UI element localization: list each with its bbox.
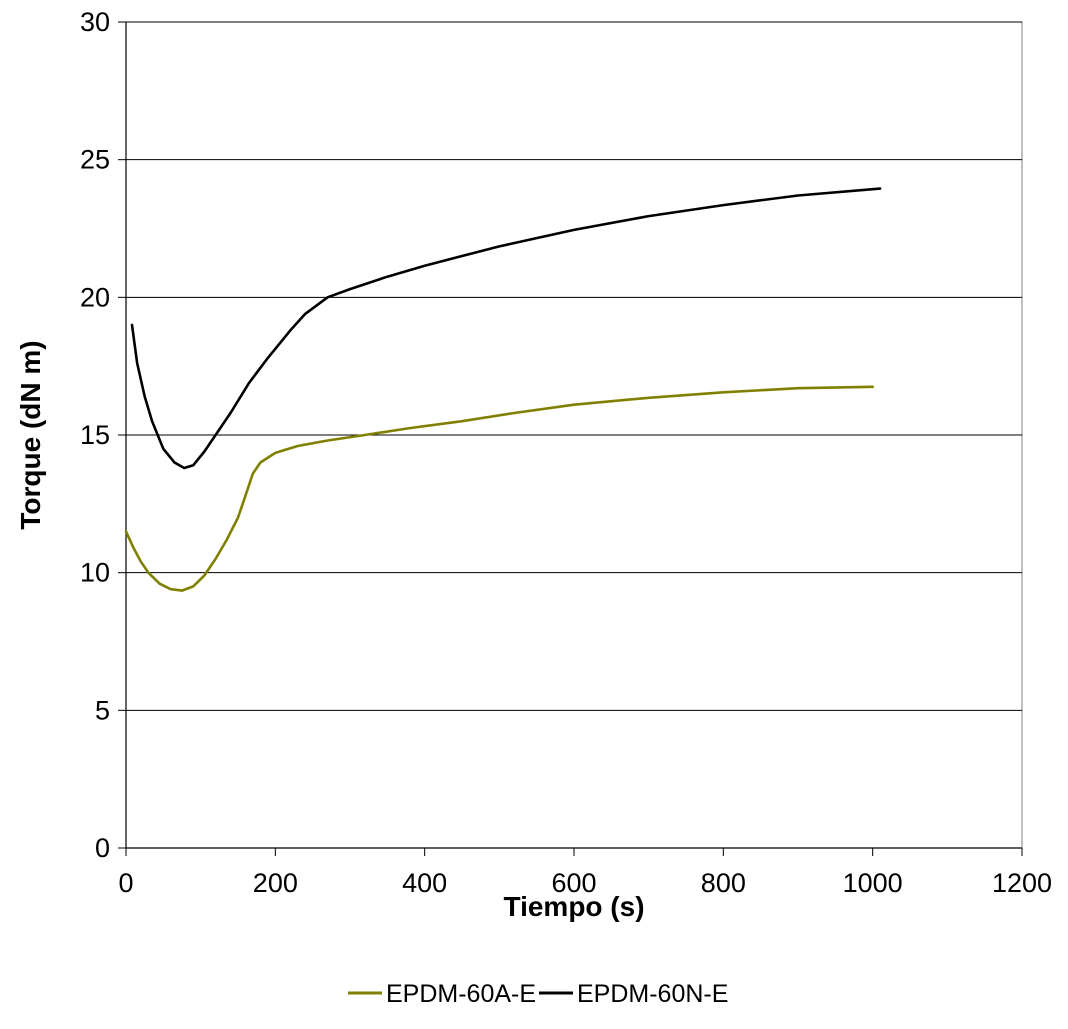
x-tick-label-600: 600 [551, 868, 596, 898]
y-tick-label-0: 0 [95, 833, 110, 863]
y-tick-labels: 0 5 10 15 20 25 30 [80, 7, 110, 863]
x-axis-title: Tiempo (s) [503, 891, 644, 922]
legend-label-epdm-60a-e: EPDM-60A-E [386, 980, 536, 1008]
axes [118, 21, 1023, 856]
y-tick-label-30: 30 [80, 7, 110, 37]
x-tick-labels: 0 200 400 600 800 1000 1200 [118, 868, 1052, 898]
series-line-epdm-60n-e [130, 187, 882, 470]
y-tick-label-25: 25 [80, 145, 110, 175]
legend-label-epdm-60n-e: EPDM-60N-E [577, 980, 728, 1008]
legend: EPDM-60A-E EPDM-60N-E [348, 980, 728, 1008]
series-line-epdm-60a-e [124, 385, 875, 592]
x-tick-label-0: 0 [118, 868, 133, 898]
x-tick-label-800: 800 [701, 868, 746, 898]
y-tick-label-15: 15 [80, 420, 110, 450]
x-tick-label-1200: 1200 [992, 868, 1052, 898]
x-tick-label-200: 200 [253, 868, 298, 898]
grid-lines [126, 21, 1022, 711]
y-tick-label-10: 10 [80, 558, 110, 588]
x-tick-label-400: 400 [402, 868, 447, 898]
y-tick-label-20: 20 [80, 282, 110, 312]
x-tick-label-1000: 1000 [843, 868, 903, 898]
y-tick-label-5: 5 [95, 695, 110, 725]
series-lines [124, 187, 882, 592]
y-axis-title: Torque (dN m) [15, 340, 46, 529]
